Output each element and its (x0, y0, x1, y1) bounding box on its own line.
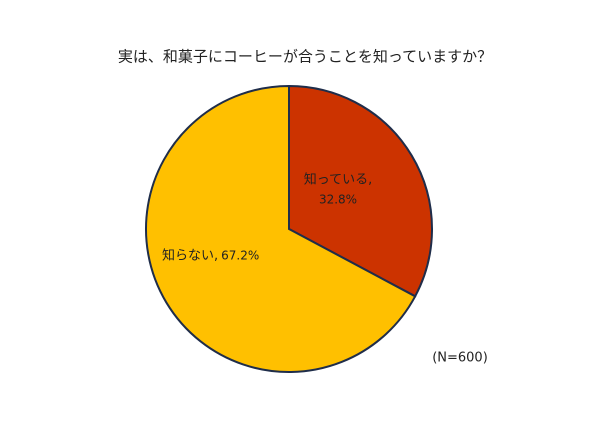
pie-slice (288, 84, 433, 298)
chart-title: 実は、和菓子にコーヒーが合うことを知っていますか？ (118, 48, 492, 66)
sample-note: (N=600) (432, 351, 488, 366)
slice-value-label: 32.8% (319, 193, 357, 207)
slice-category-label: 知っている, (304, 172, 372, 188)
slice-category-label: 知らない, (162, 248, 218, 264)
slice-value-label: 67.2% (221, 249, 259, 263)
pie-slice (145, 84, 417, 373)
